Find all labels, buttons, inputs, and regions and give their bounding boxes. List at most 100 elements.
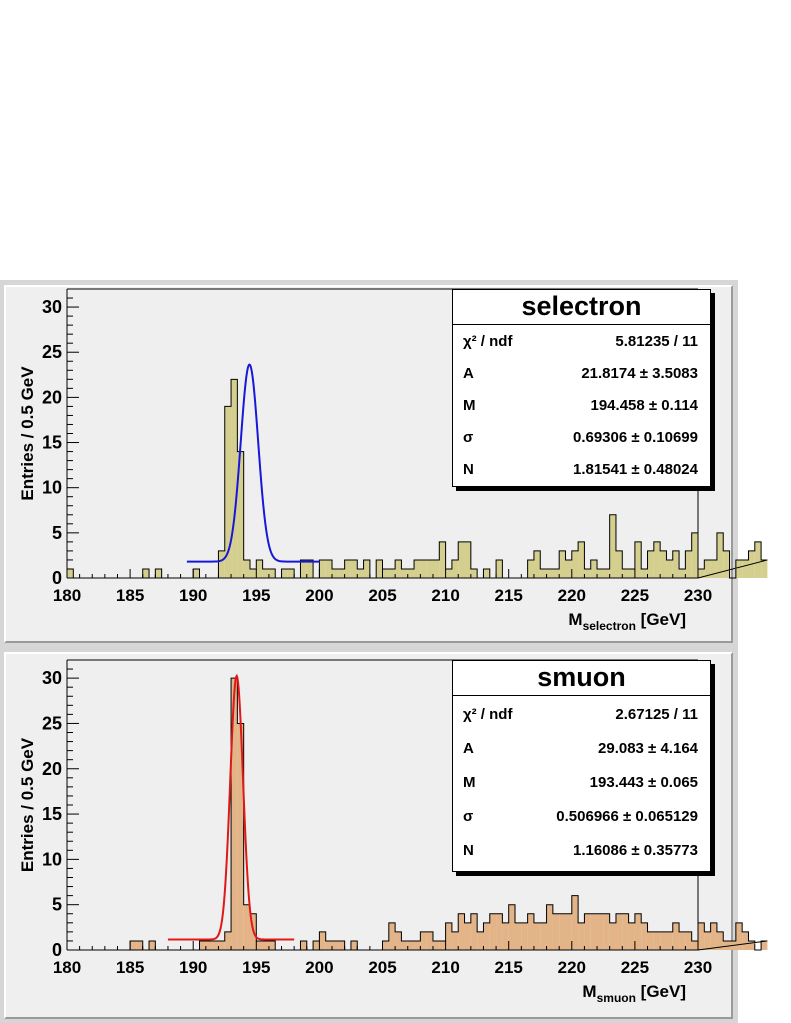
- histogram-bar: [653, 931, 661, 950]
- histogram-bar: [407, 568, 415, 578]
- histogram-bar: [470, 568, 478, 578]
- histogram-bar: [218, 940, 225, 950]
- stat-value: 2.67125 / 11: [615, 706, 698, 723]
- histogram-bar: [679, 931, 686, 950]
- histogram-bar: [451, 931, 459, 950]
- stats-row-chi2: χ² / ndf 2.67125 / 11: [453, 699, 710, 731]
- stats-row-m: M 193.443 ± 0.065: [453, 767, 710, 799]
- histogram-bar: [306, 559, 314, 578]
- stat-value: 0.506966 ± 0.065129: [556, 808, 698, 825]
- histogram-bar: [477, 931, 484, 950]
- x-tick-label: 180: [53, 958, 81, 977]
- stat-label: M: [463, 774, 476, 791]
- histogram-bar: [325, 559, 333, 578]
- histogram-bar: [224, 931, 232, 950]
- histogram-bar: [590, 913, 598, 950]
- histogram-bar: [597, 568, 604, 578]
- histogram-bar: [641, 922, 648, 950]
- stat-label: χ² / ndf: [463, 706, 513, 723]
- x-axis-title-unit: [GeV]: [636, 982, 686, 1001]
- x-tick-label: 195: [242, 586, 270, 605]
- histogram-bar: [552, 568, 560, 578]
- histogram-bar: [420, 931, 427, 950]
- x-tick-label: 200: [305, 586, 333, 605]
- x-tick-label: 215: [495, 958, 523, 977]
- histogram-bar: [628, 922, 635, 950]
- x-axis-title-subscript: selectron: [583, 619, 636, 633]
- histogram-bar: [256, 940, 263, 950]
- histogram-bar: [268, 568, 276, 578]
- histogram-bar: [584, 913, 591, 950]
- histogram-bar: [155, 568, 162, 578]
- x-axis-title-symbol: M: [582, 982, 596, 1001]
- histogram-bar: [388, 922, 396, 950]
- histogram-bar: [199, 940, 206, 950]
- histogram-bar: [546, 904, 553, 950]
- x-tick-label: 200: [305, 958, 333, 977]
- histogram-bar: [590, 559, 598, 578]
- histogram-bar: [716, 931, 724, 950]
- histogram-bar: [704, 931, 711, 950]
- histogram-bar: [67, 568, 74, 578]
- x-axis-title: Mselectron [GeV]: [568, 610, 686, 633]
- histogram-bar: [464, 541, 471, 578]
- stat-label: A: [463, 365, 474, 382]
- fit-curve: [167, 673, 295, 941]
- histogram-bar: [338, 940, 345, 950]
- histogram-bar: [426, 931, 433, 950]
- histogram-bar: [742, 931, 749, 950]
- histogram-bar: [445, 568, 452, 578]
- histogram-bar: [243, 904, 250, 950]
- histogram-bar: [432, 940, 440, 950]
- histogram-bar: [313, 940, 320, 950]
- stat-label: N: [463, 461, 474, 478]
- histogram-bar: [735, 559, 743, 578]
- histogram-bar: [287, 568, 295, 578]
- histogram-bar: [660, 550, 667, 578]
- stats-row-a: A 21.8174 ± 3.5083: [453, 358, 710, 390]
- x-tick-label: 230: [684, 586, 712, 605]
- stat-label: N: [463, 842, 474, 859]
- histogram-bar: [357, 568, 364, 578]
- histogram-bar: [716, 532, 724, 578]
- histogram-bar: [420, 559, 427, 578]
- stat-label: χ² / ndf: [463, 333, 513, 350]
- histogram-bar: [300, 559, 307, 578]
- histogram-bar: [647, 931, 654, 950]
- x-tick-label: 205: [368, 958, 396, 977]
- histogram-bar: [597, 913, 604, 950]
- histogram-bar: [376, 559, 383, 578]
- histogram-bar: [130, 940, 137, 950]
- x-axis-title-unit: [GeV]: [636, 610, 686, 629]
- histogram-bar: [533, 922, 541, 950]
- selectron-stats-box: selectron χ² / ndf 5.81235 / 11 A 21.8174 …: [452, 289, 711, 487]
- histogram-bar: [496, 913, 503, 950]
- histogram-bar: [401, 940, 408, 950]
- histogram-bar: [193, 568, 200, 578]
- histogram-bar: [344, 559, 351, 578]
- stat-value: 5.81235 / 11: [615, 333, 698, 350]
- histogram-bar: [615, 913, 623, 950]
- histogram-bar: [458, 913, 465, 950]
- histogram-bar: [748, 940, 755, 950]
- stats-row-a: A 29.083 ± 4.164: [453, 733, 710, 765]
- histogram-bar: [350, 940, 358, 950]
- histogram-bar: [761, 559, 768, 578]
- stat-value: 194.458 ± 0.114: [590, 397, 699, 414]
- histogram-bar: [710, 559, 717, 578]
- histogram-bar: [685, 931, 692, 950]
- histogram-bar: [628, 568, 635, 578]
- histogram-bar: [262, 568, 269, 578]
- histogram-bar: [527, 913, 534, 950]
- histogram-bar: [533, 550, 541, 578]
- y-tick-label: 5: [52, 895, 62, 915]
- histogram-bar: [653, 541, 661, 578]
- x-tick-label: 205: [368, 586, 396, 605]
- histogram-bar: [414, 940, 421, 950]
- histogram-bar: [540, 922, 547, 950]
- histogram-bar: [458, 541, 465, 578]
- x-tick-label: 220: [558, 958, 586, 977]
- x-tick-label: 195: [242, 958, 270, 977]
- histogram-bar: [584, 568, 591, 578]
- histogram-bar: [212, 940, 219, 950]
